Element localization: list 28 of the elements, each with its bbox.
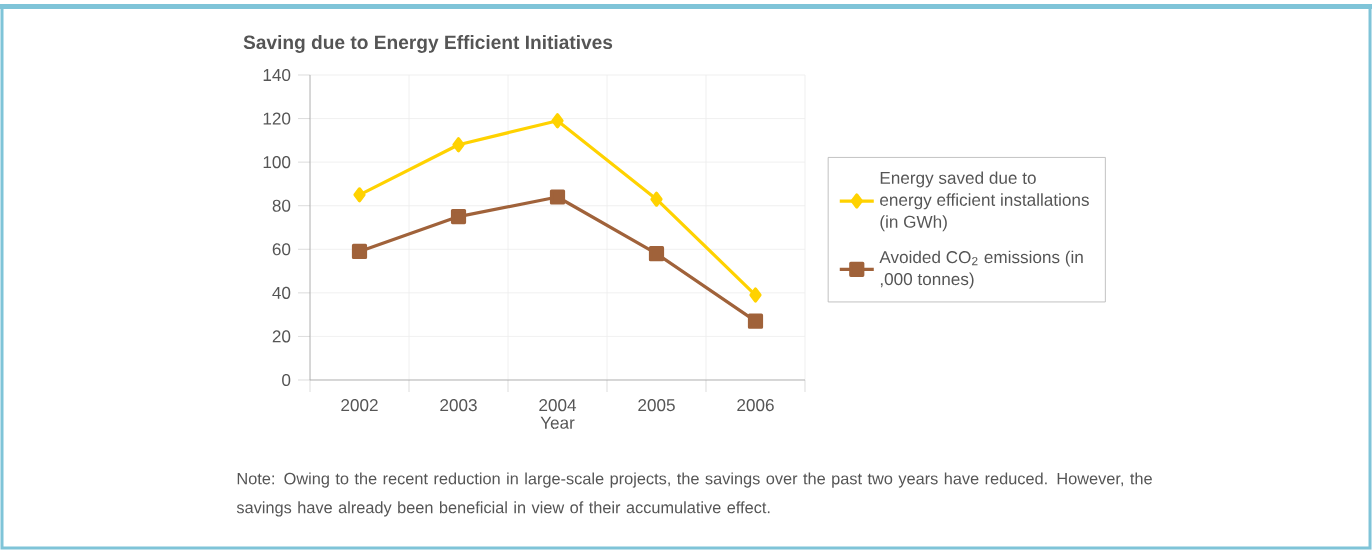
y-tick-label: 40 <box>272 286 291 299</box>
y-tick-label: 60 <box>272 243 291 256</box>
point <box>549 189 566 205</box>
point <box>650 191 663 207</box>
point <box>551 113 564 129</box>
x-tick-label: 2005 <box>638 399 675 412</box>
point <box>749 287 762 303</box>
y-tick-label: 80 <box>272 199 291 212</box>
text: Note: Owing to the recent reduction in large-scale projects, the savings over the past two years have reduced. However, the savings have already been beneficial in view of their accumulative effect. <box>236 472 1152 517</box>
legend-label: Energy saved due to energy efficient installations (in GWh) <box>880 171 1089 232</box>
point <box>353 187 366 203</box>
y-tick-label: 140 <box>263 68 291 82</box>
y-tick-label: 20 <box>272 330 291 343</box>
chart-title: Saving due to Energy Efficient Initiatives <box>243 35 613 53</box>
point <box>452 137 465 153</box>
y-tick-label: 100 <box>263 156 291 169</box>
x-tick-label: 2004 <box>539 399 577 412</box>
x-axis-title: Year <box>540 416 575 429</box>
point <box>351 243 368 260</box>
x-tick-label: 2006 <box>737 399 774 412</box>
point <box>450 209 467 225</box>
x-tick-label: 2002 <box>341 399 378 412</box>
point <box>648 246 665 262</box>
y-tick-label: 120 <box>263 112 291 125</box>
x-tick-label: 2003 <box>440 399 477 412</box>
point <box>747 313 764 329</box>
y-tick-label: 0 <box>282 373 291 387</box>
legend-label: Avoided CO$_{2}$ emissions (in ,000 tonnes) <box>879 250 1083 289</box>
